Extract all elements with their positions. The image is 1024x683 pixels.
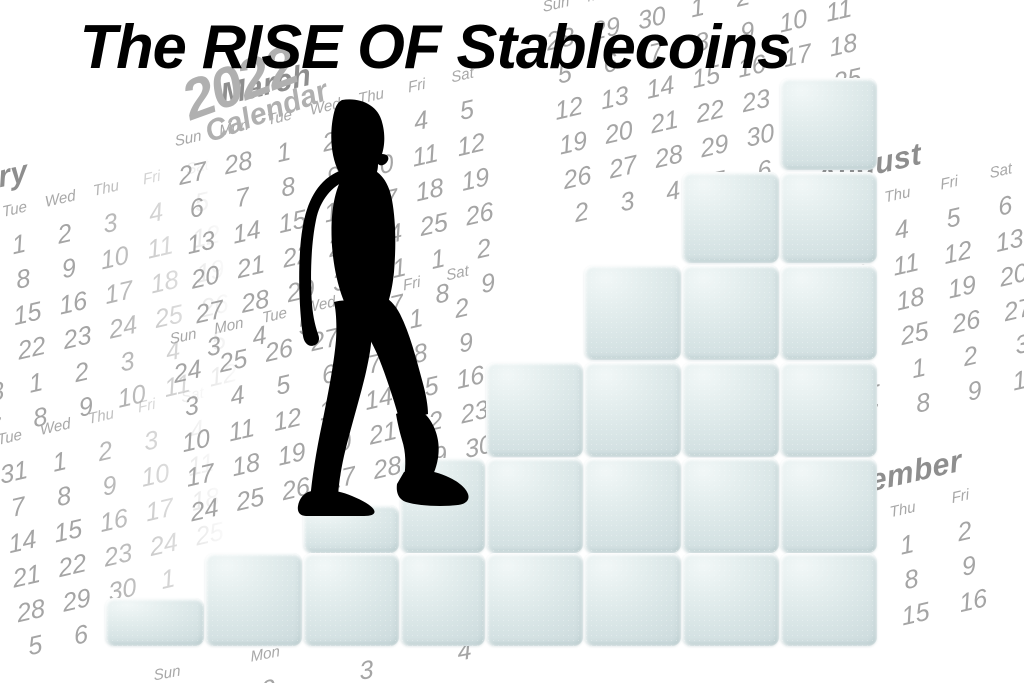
stair-block	[205, 553, 302, 646]
stair-block	[486, 362, 583, 457]
stair-block	[584, 553, 681, 646]
stair-block	[780, 362, 877, 457]
stair-block	[682, 458, 779, 553]
walking-man-silhouette	[292, 96, 492, 516]
stair-block	[682, 362, 779, 457]
stair-block	[584, 265, 681, 360]
page-title: The RISE OF Stablecoins	[79, 13, 792, 82]
stair-block	[780, 553, 877, 646]
stair-block	[780, 78, 877, 170]
stair-block	[400, 553, 485, 646]
stair-block	[682, 265, 779, 360]
stair-block	[303, 553, 399, 646]
stair-block	[780, 458, 877, 553]
stair-block	[682, 172, 779, 263]
stair-block	[584, 362, 681, 457]
stair-block	[584, 458, 681, 553]
stair-block	[486, 458, 583, 553]
stair-block	[105, 598, 204, 646]
stair-block	[682, 553, 779, 646]
stair-block	[486, 553, 583, 646]
stair-block	[780, 172, 877, 263]
stair-block	[780, 265, 877, 360]
